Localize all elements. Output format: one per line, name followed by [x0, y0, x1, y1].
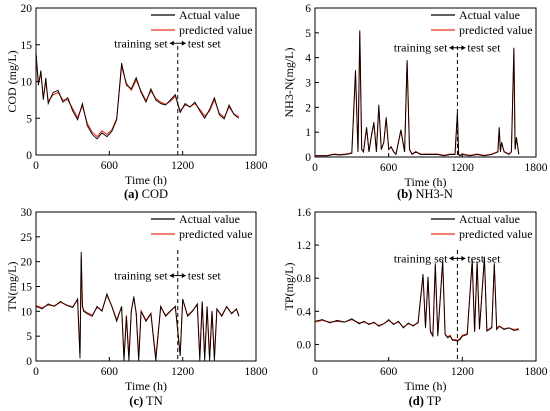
- y-axis-label: TN(mg/L): [5, 262, 19, 312]
- series-line-actual: [315, 30, 520, 157]
- y-tick-label: 2: [305, 102, 311, 114]
- y-tick-label: 0: [305, 152, 311, 164]
- x-tick-label: 1800: [245, 366, 268, 378]
- panel-caption: (b) NH3-N: [397, 187, 453, 201]
- x-axis-label: Time (h): [125, 379, 167, 393]
- x-tick-label: 1800: [525, 366, 548, 378]
- arrow-head-right: [181, 273, 186, 279]
- legend-label-actual: Actual value: [179, 8, 240, 22]
- x-tick-label: 600: [380, 162, 398, 174]
- caption-letter: (b): [397, 187, 412, 201]
- annotation-training-set: training set: [394, 251, 448, 265]
- arrow-head-left: [169, 40, 174, 46]
- annotation-test-set: test set: [188, 269, 222, 283]
- legend-label-predicted: predicted value: [459, 227, 533, 241]
- y-tick-label: 1.6: [297, 207, 312, 219]
- arrow-head-right: [461, 45, 466, 51]
- y-tick-label: 0.4: [297, 306, 312, 318]
- x-axis-label: Time (h): [405, 379, 447, 393]
- annotation-test-set: test set: [467, 251, 501, 265]
- arrow-head-right: [461, 255, 466, 261]
- y-tick-label: 25: [21, 232, 33, 244]
- annotation-training-set: training set: [114, 36, 168, 50]
- x-tick-label: 1800: [245, 160, 268, 172]
- y-tick-label: 0.0: [297, 339, 312, 351]
- series-line-actual: [315, 256, 519, 342]
- x-tick-label: 600: [380, 366, 398, 378]
- caption-letter: (d): [409, 394, 424, 408]
- y-tick-label: 0: [26, 150, 32, 162]
- panel-caption: (d) TP: [409, 394, 442, 408]
- caption-name: NH3-N: [412, 187, 453, 201]
- y-tick-label: 1: [305, 127, 311, 139]
- series-line-actual: [36, 251, 240, 361]
- arrow-head-left: [169, 273, 174, 279]
- arrow-head-left: [449, 255, 454, 261]
- y-tick-label: 10: [21, 77, 33, 89]
- legend-label-actual: Actual value: [459, 8, 520, 22]
- x-tick-label: 0: [312, 162, 318, 174]
- x-axis-label: Time (h): [125, 173, 167, 187]
- y-tick-label: 5: [26, 113, 32, 125]
- arrow-head-left: [449, 45, 454, 51]
- x-tick-label: 1800: [525, 162, 548, 174]
- y-tick-label: 5: [305, 28, 311, 40]
- panel-nh3n: 0 600 1200 1800 0 1 2 3 4 5 6 Time (h) NH3-N(mg/L) tr…: [282, 3, 548, 201]
- x-tick-label: 1200: [171, 160, 194, 172]
- y-axis-label: COD (mg/L): [5, 50, 19, 112]
- annotation-test-set: test set: [467, 41, 501, 55]
- legend-label-actual: Actual value: [179, 212, 240, 226]
- y-tick-label: 4: [305, 53, 311, 65]
- series-line-actual: [36, 52, 240, 140]
- y-tick-label: 20: [21, 257, 33, 269]
- legend-label-predicted: predicted value: [459, 23, 533, 37]
- y-tick-label: 1.2: [297, 240, 312, 252]
- legend-label-predicted: predicted value: [179, 23, 253, 37]
- y-tick-label: 0.8: [297, 273, 312, 285]
- caption-name: TP: [424, 394, 442, 408]
- series-line-predicted: [315, 258, 519, 341]
- x-tick-label: 0: [33, 160, 39, 172]
- panel-caption: (a) COD: [124, 187, 168, 201]
- x-tick-label: 1200: [451, 366, 474, 378]
- x-tick-label: 0: [312, 366, 318, 378]
- y-tick-label: 10: [21, 306, 33, 318]
- caption-letter: (a): [124, 187, 139, 201]
- y-axis-label: TP(mg/L): [282, 263, 296, 311]
- panel-caption: (c) TN: [129, 394, 162, 408]
- annotation-training-set: training set: [394, 41, 448, 55]
- caption-letter: (c): [129, 394, 143, 408]
- y-tick-label: 3: [305, 78, 311, 90]
- y-tick-label: 0: [26, 356, 32, 368]
- y-tick-label: 20: [21, 3, 33, 15]
- y-tick-label: 6: [305, 3, 311, 15]
- caption-name: COD: [139, 187, 169, 201]
- y-tick-label: 5: [26, 331, 32, 343]
- x-tick-label: 1200: [451, 162, 474, 174]
- series-line-predicted: [36, 54, 240, 138]
- y-tick-label: 30: [21, 207, 33, 219]
- panel-tp: 0 600 1200 1800 0.0 0.4 0.8 1.2 1.6 Time (h) TP(mg…: [282, 207, 548, 408]
- x-tick-label: 600: [101, 160, 119, 172]
- annotation-training-set: training set: [114, 269, 168, 283]
- legend-label-predicted: predicted value: [179, 227, 253, 241]
- x-tick-label: 600: [101, 366, 119, 378]
- x-axis-label: Time (h): [405, 175, 447, 189]
- y-axis-label: NH3-N(mg/L): [282, 48, 296, 118]
- annotation-test-set: test set: [188, 36, 222, 50]
- x-tick-label: 0: [33, 366, 39, 378]
- panel-cod: 0 600 1200 1800 0 5 10 15 20 Time (h) COD (mg/L) tr…: [5, 3, 268, 201]
- y-tick-label: 15: [21, 282, 33, 294]
- plot-frame: [314, 211, 537, 362]
- caption-name: TN: [143, 394, 163, 408]
- y-tick-label: 15: [21, 40, 33, 52]
- x-tick-label: 1200: [171, 366, 194, 378]
- panel-tn: 0 600 1200 1800 0 5 10 15 20 25 30 Time (h) TN(mg/L)…: [5, 207, 268, 408]
- legend-label-actual: Actual value: [459, 212, 520, 226]
- arrow-head-right: [181, 40, 186, 46]
